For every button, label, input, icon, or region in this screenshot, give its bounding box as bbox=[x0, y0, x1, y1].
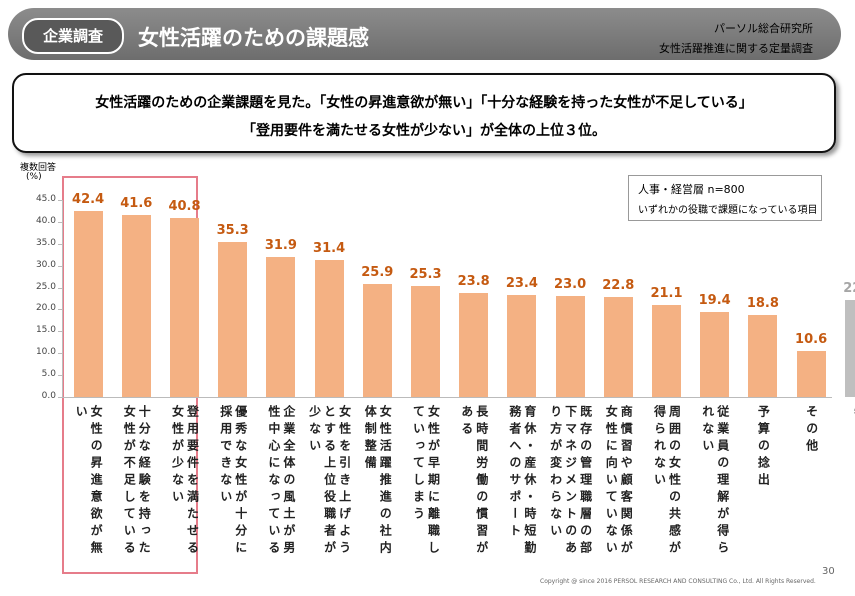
data-label: 41.6 bbox=[120, 195, 153, 211]
callout-text: 「登用要件を満たせる女性が少ない」が全体の上位３位。 bbox=[242, 123, 606, 139]
data-label: 23.4 bbox=[505, 275, 538, 291]
data-label: 22.8 bbox=[602, 278, 635, 294]
tick-mark bbox=[58, 287, 62, 289]
x-tick-label: 長時間労働の慣習がある bbox=[459, 405, 489, 558]
data-label: 10.6 bbox=[795, 331, 828, 347]
data-label: 35.3 bbox=[216, 223, 249, 239]
bar bbox=[459, 292, 489, 397]
data-label: 31.9 bbox=[264, 238, 297, 254]
x-tick-label: 企業全体の風土が男性中心になっている bbox=[266, 405, 296, 558]
x-tick-label: 十分な経験を持った女性が不足している bbox=[122, 405, 152, 558]
x-tick-label: 従業員の理解が得られない bbox=[700, 405, 730, 558]
tick-mark bbox=[58, 221, 62, 223]
bar bbox=[507, 294, 537, 397]
bar bbox=[603, 297, 633, 397]
tick-mark bbox=[58, 397, 62, 398]
x-tick-label: 女性の昇進意欲が無い bbox=[74, 405, 104, 558]
x-tick-label: 商慣習や顧客関係が女性に向いていない bbox=[604, 405, 634, 558]
header-bar bbox=[8, 8, 841, 60]
x-tick-label: その他 bbox=[804, 405, 819, 456]
page-number: 30 bbox=[822, 566, 835, 577]
x-axis bbox=[62, 397, 832, 398]
header-title: 女性活躍のための課題感 bbox=[138, 26, 369, 50]
x-tick-label: 育休・産休・時短勤務者へのサポート bbox=[507, 405, 537, 558]
x-tick-label: 既存の管理職層の部下マネジメントのあり方が変わらない bbox=[548, 405, 593, 558]
data-label: 23.0 bbox=[554, 277, 587, 293]
bar bbox=[218, 242, 248, 397]
data-label: 22.1 bbox=[843, 281, 855, 297]
data-label: 25.3 bbox=[409, 267, 442, 283]
y-tick-label: 25.0 bbox=[35, 281, 56, 292]
header-tag: 企業調査 bbox=[22, 18, 124, 54]
tick-mark bbox=[58, 243, 62, 245]
bar bbox=[411, 286, 440, 397]
y-axis-label: 複数回答 bbox=[20, 163, 57, 173]
tick-mark bbox=[58, 265, 62, 267]
legend-text: いずれかの役職で課題になっている項目 bbox=[638, 205, 818, 216]
data-label: 25.9 bbox=[361, 264, 394, 280]
y-tick-label: 45.0 bbox=[35, 194, 56, 204]
tick-mark bbox=[58, 353, 62, 355]
y-tick-label: 20.0 bbox=[35, 303, 56, 314]
y-tick-label: 35.0 bbox=[35, 237, 56, 248]
data-label: 19.4 bbox=[698, 293, 731, 309]
legend-box bbox=[628, 175, 822, 221]
x-tick-label: 女性が早期に離職していってしまう bbox=[411, 405, 441, 558]
y-tick-label: 15.0 bbox=[35, 325, 56, 336]
data-label: 40.8 bbox=[168, 199, 201, 215]
data-label: 23.8 bbox=[457, 273, 490, 289]
bar bbox=[700, 312, 730, 397]
bar bbox=[266, 257, 296, 397]
y-tick-label: 30.0 bbox=[35, 259, 56, 270]
x-tick-label: 女性活躍推進の社内体制整備 bbox=[363, 405, 393, 558]
x-tick-label: 予算の捻出 bbox=[756, 405, 771, 490]
data-label: 18.8 bbox=[746, 295, 779, 311]
bar bbox=[844, 300, 855, 397]
data-label: 21.1 bbox=[650, 285, 683, 301]
bar bbox=[314, 259, 344, 397]
x-tick-label: 周囲の女性の共感が得られない bbox=[652, 405, 682, 558]
bar bbox=[121, 214, 151, 397]
x-tick-label: 女性を引き上げようとする上位役職者が少ない bbox=[307, 405, 352, 558]
source: パーソル総合研究所 bbox=[714, 22, 813, 35]
data-label: 31.4 bbox=[313, 240, 346, 256]
tick-mark bbox=[58, 375, 62, 377]
bar bbox=[170, 218, 199, 397]
tick-mark bbox=[58, 331, 62, 333]
y-tick-label: 5.0 bbox=[41, 369, 56, 380]
legend-text: 人事・経営層 n=800 bbox=[638, 183, 745, 196]
y-axis-label: (%) bbox=[26, 172, 42, 182]
y-tick-label: 40.0 bbox=[35, 215, 56, 226]
bar bbox=[555, 296, 585, 397]
bar bbox=[796, 350, 826, 397]
callout-box bbox=[12, 73, 836, 153]
data-label: 42.4 bbox=[72, 192, 105, 208]
y-tick-label: 0.0 bbox=[41, 391, 56, 401]
tick-mark bbox=[58, 200, 62, 201]
copyright: Copyright @ since 2016 PERSOL RESEARCH A… bbox=[540, 578, 816, 585]
bar bbox=[652, 304, 681, 397]
y-tick-label: 10.0 bbox=[35, 347, 56, 358]
tick-mark bbox=[58, 309, 62, 311]
callout-text: 女性活躍のための企業課題を見た。「女性の昇進意欲が無い」「十分な経験を持った女性… bbox=[95, 95, 753, 111]
x-tick-label: 特にない bbox=[852, 405, 855, 473]
bar bbox=[362, 283, 392, 397]
x-tick-label: 登用要件を満たせる女性が少ない bbox=[170, 405, 200, 558]
x-tick-label: 優秀な女性が十分に採用できない bbox=[218, 405, 248, 558]
y-axis bbox=[62, 200, 63, 397]
bar bbox=[73, 211, 103, 397]
source: 女性活躍推進に関する定量調査 bbox=[659, 42, 813, 55]
bar bbox=[748, 314, 778, 397]
